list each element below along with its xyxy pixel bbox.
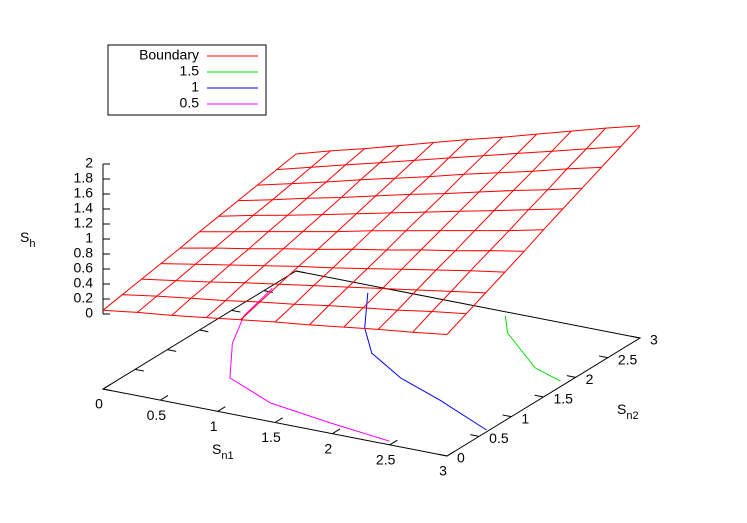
x-tick: [274, 417, 283, 423]
z-tick-label: 0.2: [74, 290, 94, 306]
y-tick-label: 0.5: [489, 430, 509, 446]
x-tick-label: 1: [210, 418, 218, 434]
y-tick: [438, 453, 448, 457]
legend-box: [107, 44, 267, 116]
y-tick: [502, 414, 512, 418]
z-tick-label: 1: [85, 230, 93, 246]
surface-column: [102, 153, 297, 311]
x-tick-label: 0.5: [147, 407, 167, 423]
contour-line: [229, 287, 390, 442]
y-tick: [598, 355, 608, 359]
y-tick-label: 2.5: [618, 351, 638, 367]
y-tick-label: 0: [457, 450, 465, 466]
z-tick-label: 1.8: [74, 170, 94, 186]
x-tick: [446, 450, 455, 457]
x-tick: [102, 383, 111, 390]
y-tick-mirror: [167, 349, 177, 352]
x-tick-label: 2: [324, 440, 332, 456]
x-tick-label: 1.5: [261, 429, 281, 445]
y-tick-mirror: [231, 309, 241, 313]
x-tick-label: 0: [95, 396, 103, 412]
y-tick-label: 1.5: [554, 391, 574, 407]
surface-column: [171, 148, 366, 316]
y-tick-mirror: [295, 270, 305, 274]
legend-label: Boundary: [139, 47, 199, 63]
z-tick-label: 0: [85, 305, 93, 321]
contour-line: [504, 315, 561, 382]
surface-column: [343, 133, 538, 328]
z-tick-label: 1.6: [74, 185, 94, 201]
z-tick-label: 1.2: [74, 215, 94, 231]
z-axis-label-main: S: [20, 229, 29, 245]
x-tick-label: 3: [439, 463, 447, 479]
surface-column: [446, 125, 641, 335]
z-axis-label: Sh: [20, 229, 35, 250]
z-axis-label-sub: h: [29, 238, 35, 250]
y-tick-mirror: [102, 388, 112, 392]
y-axis-label-main: S: [617, 401, 626, 417]
surface-column: [412, 127, 606, 333]
x-tick-label: 2.5: [376, 452, 396, 468]
legend-label: 0.5: [180, 95, 200, 111]
y-tick: [534, 394, 544, 398]
z-tick-label: 2: [85, 155, 93, 171]
surface-column: [309, 136, 503, 326]
y-axis-label-sub: n2: [626, 410, 638, 422]
y-tick: [566, 375, 576, 378]
x-tick: [389, 439, 398, 446]
y-axis-label: Sn2: [617, 401, 639, 422]
x-tick: [160, 395, 169, 401]
surface-row: [102, 309, 448, 335]
y-tick-mirror: [135, 368, 145, 372]
z-tick-label: 0.4: [74, 275, 94, 291]
y-tick-label: 1: [521, 410, 529, 426]
legend-label: 1: [191, 79, 199, 95]
contour-line: [364, 292, 487, 431]
x-axis-label: Sn1: [212, 441, 234, 462]
z-tick-label: 1.4: [74, 200, 94, 216]
surface-column: [274, 139, 469, 323]
y-tick-mirror: [199, 329, 209, 333]
x-axis-label-sub: n1: [221, 450, 233, 462]
x-tick: [217, 406, 226, 412]
surface-column: [205, 145, 400, 318]
y-tick: [470, 434, 480, 437]
surface-column: [240, 142, 434, 321]
x-axis-label-main: S: [212, 441, 221, 457]
y-tick-label: 3: [650, 332, 658, 348]
legend-label: 1.5: [180, 63, 200, 79]
y-tick: [631, 335, 641, 339]
x-tick: [332, 428, 341, 435]
z-tick-label: 0.6: [74, 260, 94, 276]
z-tick-label: 0.8: [74, 245, 94, 261]
y-tick-label: 2: [586, 371, 594, 387]
surface-column: [377, 130, 572, 330]
surface-column: [137, 150, 331, 313]
